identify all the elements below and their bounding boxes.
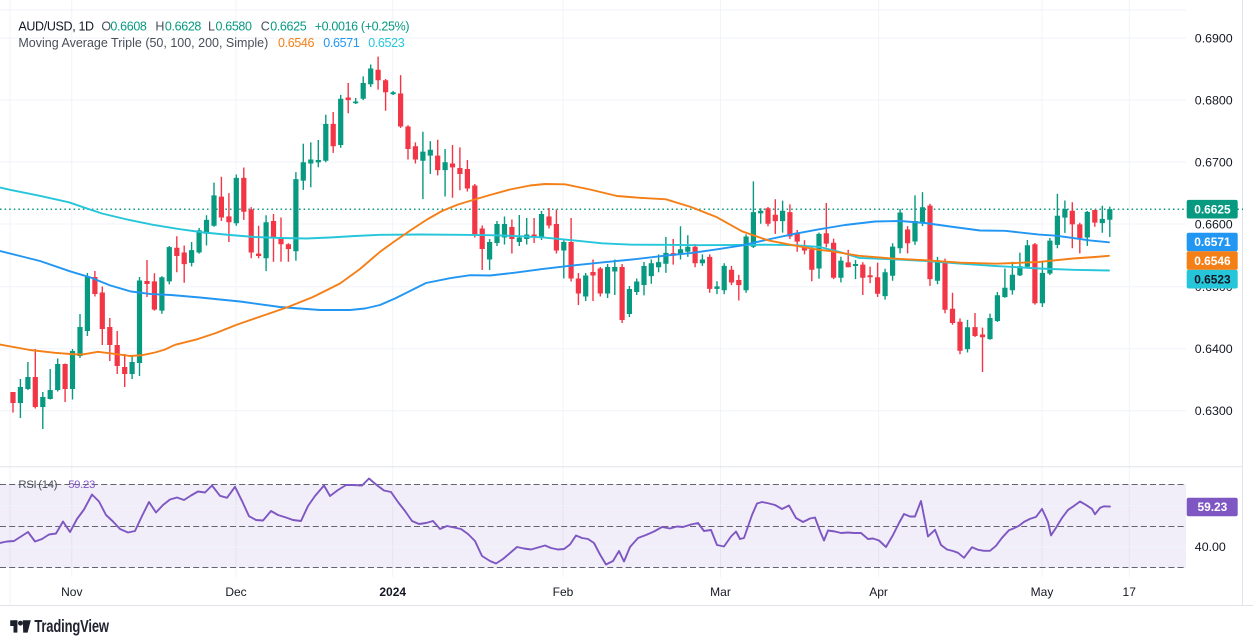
svg-text:40.00: 40.00	[1195, 540, 1226, 554]
svg-text:C: C	[261, 20, 270, 34]
svg-text:0.6300: 0.6300	[1195, 404, 1233, 418]
svg-text:0.6546: 0.6546	[278, 36, 315, 50]
svg-text:0.6523: 0.6523	[1194, 272, 1231, 286]
svg-text:0.6625: 0.6625	[1194, 202, 1231, 216]
svg-text:L: L	[208, 20, 215, 34]
svg-text:Nov: Nov	[61, 585, 82, 599]
svg-text:0.6628: 0.6628	[165, 20, 202, 34]
svg-text:Moving Average Triple (50, 100: Moving Average Triple (50, 100, 200, Sim…	[18, 36, 268, 50]
svg-text:59.23: 59.23	[1198, 500, 1228, 514]
svg-text:Apr: Apr	[869, 585, 888, 599]
svg-text:0.6625: 0.6625	[270, 20, 307, 34]
svg-text:H: H	[155, 20, 164, 34]
svg-text:0.6571: 0.6571	[323, 36, 360, 50]
svg-text:TradingView: TradingView	[34, 617, 109, 636]
svg-text:Dec: Dec	[225, 585, 246, 599]
svg-text:17: 17	[1123, 585, 1137, 599]
svg-text:Feb: Feb	[553, 585, 574, 599]
svg-text:O: O	[101, 20, 111, 34]
svg-text:0.6523: 0.6523	[368, 36, 405, 50]
svg-text:AUD/USD, 1D: AUD/USD, 1D	[18, 20, 94, 34]
svg-text:0.6608: 0.6608	[110, 20, 147, 34]
svg-text:2024: 2024	[379, 585, 406, 599]
svg-text:0.6600: 0.6600	[1195, 217, 1233, 231]
svg-text:0.6800: 0.6800	[1195, 94, 1233, 108]
svg-text:0.6580: 0.6580	[216, 20, 253, 34]
svg-text:+0.0016 (+0.25%): +0.0016 (+0.25%)	[315, 20, 410, 34]
svg-text:RSI: RSI	[18, 479, 36, 491]
svg-text:59.23: 59.23	[68, 479, 95, 491]
svg-text:0.6900: 0.6900	[1195, 31, 1233, 45]
svg-text:(14): (14)	[38, 479, 57, 491]
svg-text:0.6400: 0.6400	[1195, 342, 1233, 356]
svg-text:May: May	[1031, 585, 1054, 599]
svg-text:0.6571: 0.6571	[1194, 235, 1231, 249]
svg-text:0.6700: 0.6700	[1195, 155, 1233, 169]
svg-text:Mar: Mar	[710, 585, 731, 599]
svg-text:0.6546: 0.6546	[1194, 254, 1231, 268]
